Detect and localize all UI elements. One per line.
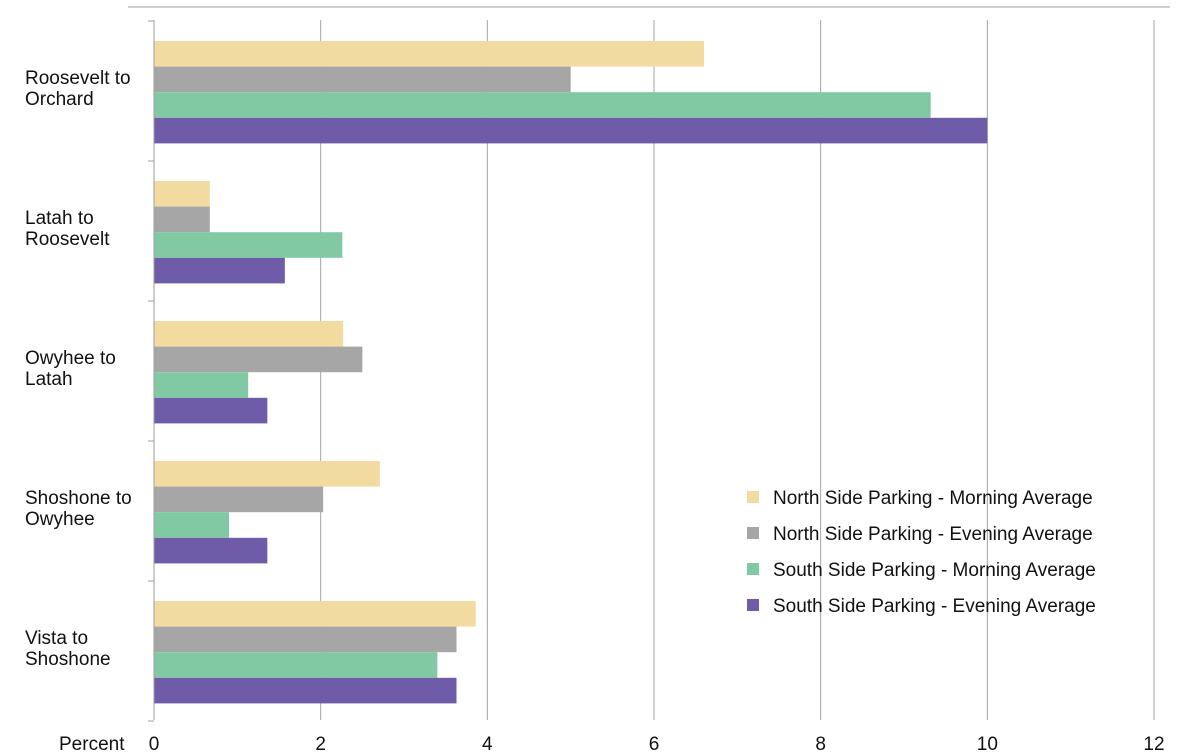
bar-0-2 [154,92,931,118]
x-tick-label-5: 10 [977,734,998,755]
bar-4-0 [154,601,476,627]
category-label-4: Vista to Shoshone [25,628,111,670]
bar-1-3 [154,257,285,284]
legend-label-1: North Side Parking - Evening Average [773,524,1093,545]
category-labels: Roosevelt to Orchard Latah to Roosevelt Owyh… [25,68,132,670]
x-tick-labels: 0 2 4 6 8 10 12 [149,734,1165,755]
bar-2-1 [154,346,363,373]
bar-0-0 [154,41,704,67]
x-tick-label-2: 4 [482,734,493,755]
bar-4-1 [154,626,457,653]
bar-3-2 [154,512,229,538]
bar-1-1 [154,206,210,233]
bar-4-2 [154,652,438,678]
bar-0-1 [154,66,571,93]
legend-label-3: South Side Parking - Evening Average [773,596,1096,617]
x-tick-label-4: 8 [815,734,826,755]
category-label-3: Shoshone to Owyhee [25,488,132,530]
bar-3-3 [154,537,268,564]
legend-label-2: South Side Parking - Morning Average [773,560,1096,581]
bars [154,41,988,704]
bar-3-0 [154,461,380,487]
bar-0-3 [154,117,988,144]
bar-2-3 [154,397,268,424]
bar-1-2 [154,232,343,258]
legend-swatch-3 [747,599,759,611]
category-label-0: Roosevelt to Orchard [25,68,131,110]
y-axis [148,20,155,722]
x-tick-label-0: 0 [149,734,160,755]
legend-swatch-2 [747,563,759,575]
bar-4-3 [154,677,457,704]
x-tick-label-1: 2 [315,734,326,755]
bar-1-0 [154,181,210,207]
x-tick-label-6: 12 [1143,734,1164,755]
bar-2-2 [154,372,249,398]
legend-swatch-1 [747,527,759,539]
category-label-2: Owyhee to Latah [25,348,116,390]
legend: North Side Parking - Morning Average Nort… [747,488,1096,617]
bar-2-0 [154,321,344,347]
x-tick-label-3: 6 [649,734,660,755]
legend-swatch-0 [747,491,759,503]
x-axis-unit-label: Percent [59,734,125,755]
category-label-1: Latah to Roosevelt [25,208,110,250]
legend-label-0: North Side Parking - Morning Average [773,488,1093,509]
bar-3-1 [154,486,324,513]
